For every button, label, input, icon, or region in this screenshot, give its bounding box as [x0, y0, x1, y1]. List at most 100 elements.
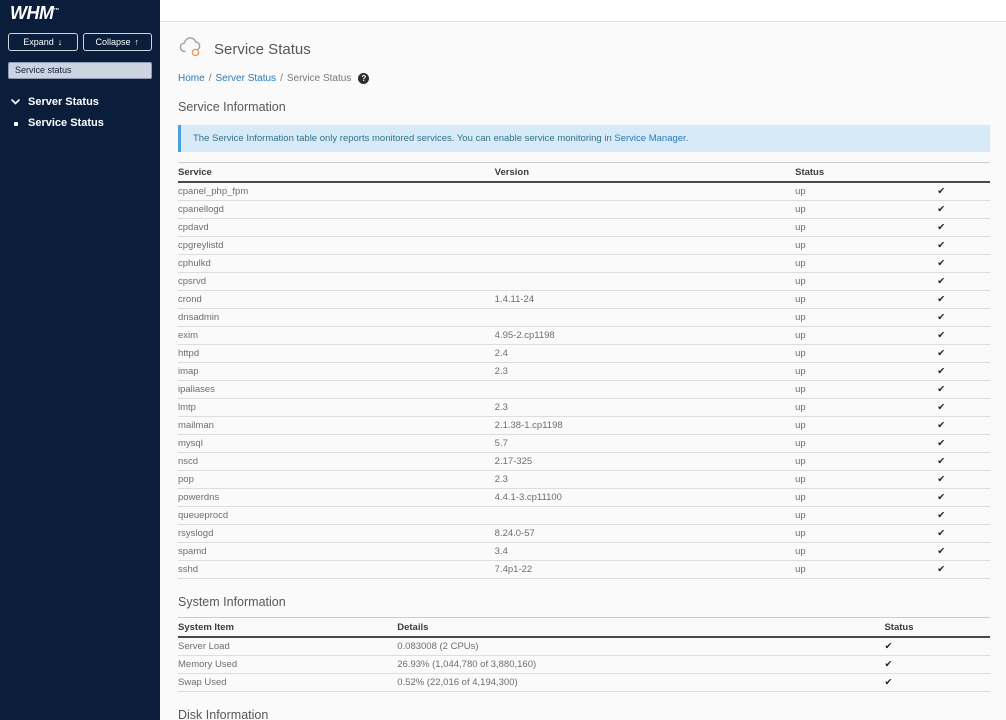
cell-item: Memory Used	[178, 655, 398, 675]
cell-details: 0.52% (22,016 of 4,194,300)	[397, 673, 885, 693]
expand-button-label: Expand	[23, 37, 54, 47]
status-check-icon: ✔	[937, 524, 990, 544]
table-header-row: System Item Details Status	[178, 617, 990, 639]
cell-status: up	[795, 272, 938, 292]
status-check-icon: ✔	[937, 488, 990, 508]
cell-service: cpsrvd	[178, 272, 495, 292]
breadcrumb-separator: /	[208, 73, 212, 84]
sidebar-item-service-status[interactable]: Service Status	[0, 113, 160, 134]
table-row: imap 2.3 up ✔	[178, 362, 990, 382]
trademark-mark: ™	[53, 8, 60, 14]
sidebar-search-input[interactable]	[8, 61, 152, 79]
col-header-status: Status	[795, 162, 938, 184]
cell-status: up	[795, 236, 938, 256]
cell-version	[494, 380, 796, 400]
arrow-down-icon: ↓	[57, 37, 63, 47]
table-row: Memory Used 26.93% (1,044,780 of 3,880,16…	[178, 655, 990, 675]
status-check-icon: ✔	[884, 655, 990, 675]
help-icon[interactable]: ?	[358, 73, 370, 84]
service-status-cloud-icon	[178, 36, 205, 63]
cell-status: up	[795, 398, 938, 418]
table-row: sshd 7.4p1-22 up ✔	[178, 560, 990, 580]
breadcrumb-link-server-status[interactable]: Server Status	[215, 73, 277, 84]
status-check-icon: ✔	[937, 542, 990, 562]
cell-version: 2.17-325	[494, 452, 796, 472]
table-row: Swap Used 0.52% (22,016 of 4,194,300) ✔	[178, 673, 990, 693]
status-check-icon: ✔	[937, 362, 990, 382]
status-check-icon: ✔	[937, 236, 990, 256]
status-check-icon: ✔	[884, 673, 990, 693]
whm-logo[interactable]: WHM™	[0, 0, 160, 24]
cell-service: crond	[178, 290, 495, 310]
cell-status: up	[795, 506, 938, 526]
cell-service: cphulkd	[178, 254, 495, 274]
cell-status: up	[795, 290, 938, 310]
status-check-icon: ✔	[937, 272, 990, 292]
status-check-icon: ✔	[937, 200, 990, 220]
cell-status: up	[795, 200, 938, 220]
col-header-service: Service	[178, 162, 495, 184]
table-row: mysql 5.7 up ✔	[178, 434, 990, 454]
sidebar: WHM™ Expand ↓ Collapse ↑ Server Status	[0, 0, 160, 720]
cell-status: up	[795, 218, 938, 238]
cell-status: up	[795, 254, 938, 274]
table-row: httpd 2.4 up ✔	[178, 344, 990, 364]
status-check-icon: ✔	[937, 434, 990, 454]
collapse-button-label: Collapse	[95, 37, 131, 47]
table-row: spamd 3.4 up ✔	[178, 542, 990, 562]
info-notice: The Service Information table only repor…	[178, 125, 990, 153]
table-row: cpanellogd up ✔	[178, 200, 990, 220]
cell-version	[494, 182, 796, 202]
sidebar-item-label: Server Status	[28, 95, 99, 108]
cell-service: cpdavd	[178, 218, 495, 238]
cell-service: cpanellogd	[178, 200, 495, 220]
table-row: crond 1.4.11-24 up ✔	[178, 290, 990, 310]
table-row: cpsrvd up ✔	[178, 272, 990, 292]
disk-information-heading: Disk Information	[178, 708, 269, 720]
cell-version	[494, 272, 796, 292]
cell-service: cpanel_php_fpm	[178, 182, 495, 202]
sidebar-item-label: Service Status	[28, 116, 104, 129]
status-check-icon: ✔	[937, 308, 990, 328]
status-check-icon: ✔	[937, 560, 990, 580]
cell-details: 0.083008 (2 CPUs)	[397, 637, 885, 657]
cell-status: up	[795, 524, 938, 544]
status-check-icon: ✔	[937, 452, 990, 472]
breadcrumb-link-home[interactable]: Home	[178, 73, 205, 84]
service-manager-link[interactable]: Service Manager	[614, 133, 686, 144]
expand-button[interactable]: Expand ↓	[8, 33, 78, 51]
cell-service: ipaliases	[178, 380, 495, 400]
cell-version	[494, 200, 796, 220]
collapse-button[interactable]: Collapse ↑	[82, 33, 152, 51]
table-row: Server Load 0.083008 (2 CPUs) ✔	[178, 637, 990, 657]
cell-version	[494, 506, 796, 526]
cell-details: 26.93% (1,044,780 of 3,880,160)	[397, 655, 885, 675]
cell-version	[494, 236, 796, 256]
sidebar-toolbar: Expand ↓ Collapse ↑	[8, 33, 152, 51]
cell-service: mysql	[178, 434, 495, 454]
table-row: queueprocd up ✔	[178, 506, 990, 526]
breadcrumb: Home / Server Status / Service Status ?	[178, 73, 990, 84]
sidebar-item-server-status[interactable]: Server Status	[0, 92, 160, 113]
status-check-icon: ✔	[937, 398, 990, 418]
system-table: System Item Details Status Server Load 0.…	[178, 617, 990, 693]
breadcrumb-current: Service Status	[286, 73, 352, 84]
cell-version: 4.4.1-3.cp11100	[494, 488, 796, 508]
cell-service: mailman	[178, 416, 495, 436]
cell-service: httpd	[178, 344, 495, 364]
col-header-details: Details	[397, 617, 885, 639]
table-row: lmtp 2.3 up ✔	[178, 398, 990, 418]
cell-service: lmtp	[178, 398, 495, 418]
cell-version: 8.24.0-57	[494, 524, 796, 544]
cell-service: pop	[178, 470, 495, 490]
table-row: exim 4.95-2.cp1198 up ✔	[178, 326, 990, 346]
page-title: Service Status	[214, 41, 311, 58]
cell-item: Swap Used	[178, 673, 398, 693]
cell-version: 7.4p1-22	[494, 560, 796, 580]
table-row: nscd 2.17-325 up ✔	[178, 452, 990, 472]
col-header-system-item: System Item	[178, 617, 398, 639]
cell-status: up	[795, 182, 938, 202]
cell-version	[494, 218, 796, 238]
status-check-icon: ✔	[937, 326, 990, 346]
cell-service: nscd	[178, 452, 495, 472]
